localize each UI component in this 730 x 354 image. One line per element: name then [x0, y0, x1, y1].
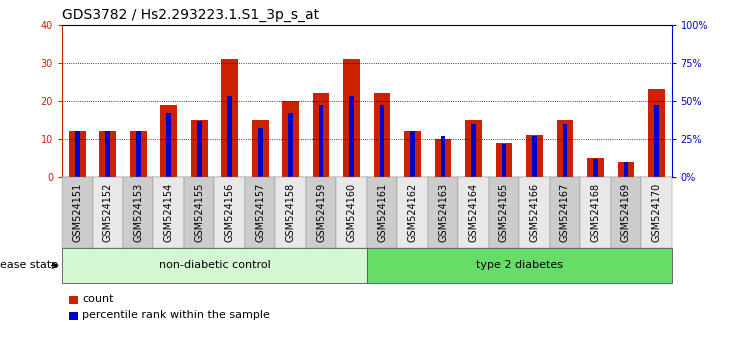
- Text: GSM524165: GSM524165: [499, 183, 509, 242]
- Text: count: count: [82, 294, 114, 304]
- Text: GSM524168: GSM524168: [591, 183, 600, 242]
- Text: GSM524155: GSM524155: [194, 183, 204, 242]
- Text: GSM524153: GSM524153: [134, 183, 143, 242]
- Bar: [69, 131, 85, 177]
- Bar: [161, 105, 177, 177]
- Text: GSM524164: GSM524164: [469, 183, 478, 242]
- Text: GSM524167: GSM524167: [560, 183, 570, 242]
- Bar: [502, 143, 507, 177]
- Text: percentile rank within the sample: percentile rank within the sample: [82, 310, 270, 320]
- Bar: [166, 113, 171, 177]
- Bar: [227, 96, 232, 177]
- Text: type 2 diabetes: type 2 diabetes: [476, 261, 563, 270]
- Bar: [312, 93, 329, 177]
- Text: GSM524170: GSM524170: [651, 183, 661, 242]
- Text: GSM524154: GSM524154: [164, 183, 174, 242]
- Bar: [587, 158, 604, 177]
- Bar: [556, 120, 573, 177]
- Bar: [99, 131, 116, 177]
- Text: GSM524157: GSM524157: [255, 183, 265, 242]
- Bar: [380, 105, 385, 177]
- Bar: [648, 90, 665, 177]
- Text: GSM524166: GSM524166: [529, 183, 539, 242]
- Bar: [441, 136, 445, 177]
- Bar: [349, 96, 354, 177]
- Bar: [191, 120, 207, 177]
- Text: GSM524161: GSM524161: [377, 183, 387, 242]
- Bar: [343, 59, 360, 177]
- Bar: [136, 131, 141, 177]
- Text: GSM524169: GSM524169: [621, 183, 631, 242]
- Bar: [465, 120, 482, 177]
- Bar: [618, 162, 634, 177]
- Bar: [283, 101, 299, 177]
- Text: GSM524156: GSM524156: [225, 183, 234, 242]
- Text: GSM524159: GSM524159: [316, 183, 326, 242]
- Bar: [563, 124, 567, 177]
- Bar: [105, 131, 110, 177]
- Bar: [221, 59, 238, 177]
- Bar: [526, 135, 543, 177]
- Bar: [532, 136, 537, 177]
- Bar: [374, 93, 391, 177]
- Bar: [75, 131, 80, 177]
- Text: GSM524151: GSM524151: [72, 183, 82, 242]
- Bar: [434, 139, 451, 177]
- Bar: [288, 113, 293, 177]
- Text: GSM524162: GSM524162: [407, 183, 418, 242]
- Bar: [623, 162, 629, 177]
- Text: GSM524163: GSM524163: [438, 183, 448, 242]
- Bar: [496, 143, 512, 177]
- Text: GSM524152: GSM524152: [103, 183, 112, 242]
- Bar: [593, 159, 598, 177]
- Bar: [410, 131, 415, 177]
- Bar: [319, 105, 323, 177]
- Text: GSM524160: GSM524160: [347, 183, 356, 242]
- Bar: [130, 131, 147, 177]
- Text: non-diabetic control: non-diabetic control: [158, 261, 270, 270]
- Text: GSM524158: GSM524158: [285, 183, 296, 242]
- Bar: [252, 120, 269, 177]
- Text: GDS3782 / Hs2.293223.1.S1_3p_s_at: GDS3782 / Hs2.293223.1.S1_3p_s_at: [62, 8, 319, 22]
- Text: disease state: disease state: [0, 261, 58, 270]
- Bar: [197, 121, 201, 177]
- Bar: [654, 105, 658, 177]
- Bar: [471, 124, 476, 177]
- Bar: [258, 128, 263, 177]
- Bar: [404, 131, 421, 177]
